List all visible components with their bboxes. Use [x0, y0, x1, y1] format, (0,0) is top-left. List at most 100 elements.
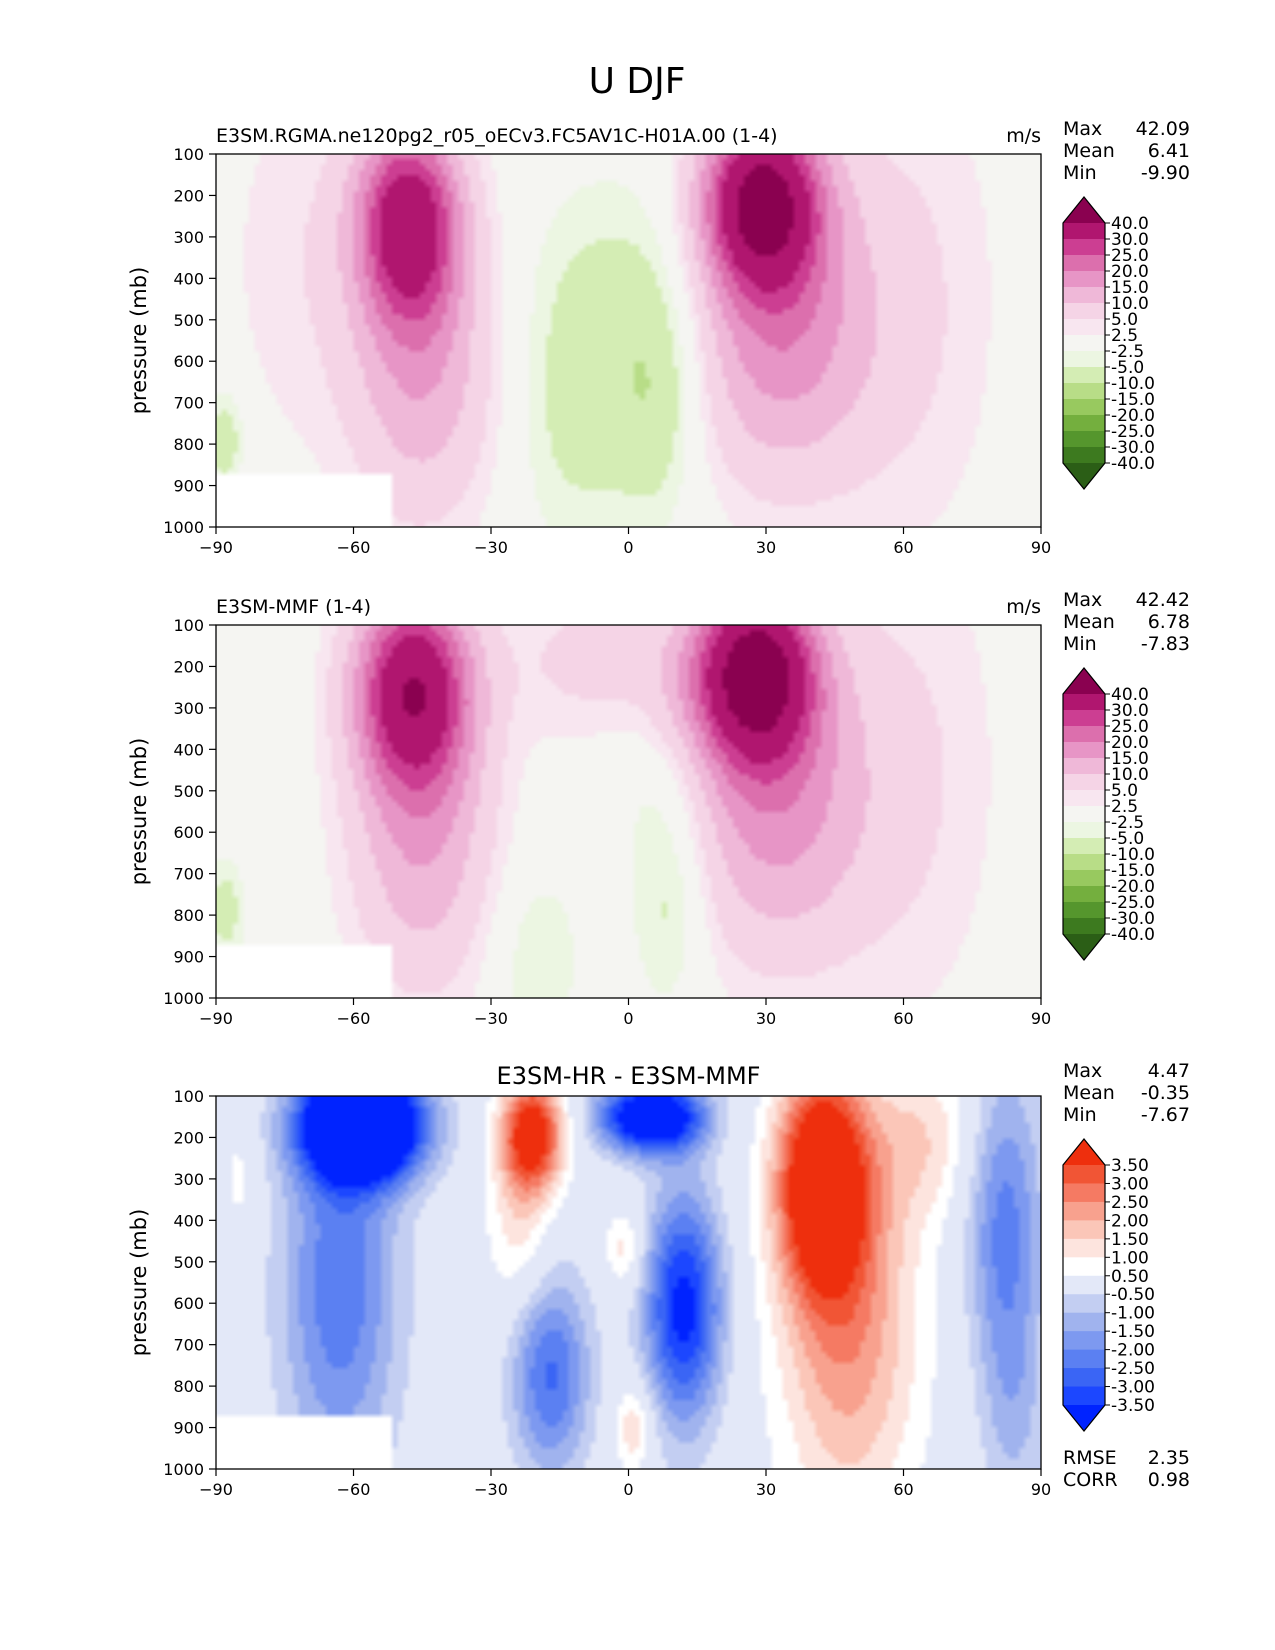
colorbar-tick-label: -2.00 — [1111, 1341, 1155, 1361]
colorbar-tick-label: -2.50 — [1111, 1359, 1155, 1379]
colorbar-extend-max — [1063, 197, 1105, 223]
stat-label-max: Max — [1063, 118, 1102, 140]
colorbar-segment — [1063, 870, 1105, 887]
x-tick-label: −30 — [474, 1480, 508, 1499]
colorbar-segment — [1063, 1275, 1105, 1295]
colorbar-tick-label: -3.00 — [1111, 1378, 1155, 1398]
units-label: m/s — [1006, 596, 1041, 618]
y-tick-label: 700 — [173, 1336, 204, 1355]
colorbar-segment — [1063, 774, 1105, 791]
colorbar-tick-label: 10.0 — [1111, 294, 1149, 314]
x-tick-label: −30 — [474, 1009, 508, 1028]
colorbar-segment — [1063, 1331, 1105, 1351]
stat-label-mean: Mean — [1063, 1082, 1115, 1104]
colorbar-tick-label: 5.0 — [1111, 781, 1138, 801]
colorbar-segment — [1063, 1257, 1105, 1277]
colorbar-extend-min — [1063, 463, 1105, 489]
colorbar-segment — [1063, 694, 1105, 711]
colorbar-segment — [1063, 854, 1105, 871]
y-tick-label: 300 — [173, 1170, 204, 1189]
y-tick-label: 400 — [173, 740, 204, 759]
stat-label-min: Min — [1063, 162, 1097, 184]
units-label: m/s — [1006, 125, 1041, 147]
x-tick-label: 90 — [1031, 1480, 1051, 1499]
stat-value-mean: 6.41 — [1148, 140, 1190, 162]
y-tick-label: 1000 — [163, 518, 204, 537]
x-tick-label: 60 — [893, 1480, 913, 1499]
colorbar-tick-label: 2.5 — [1111, 797, 1138, 817]
y-tick-label: 200 — [173, 186, 204, 205]
colorbar-segment — [1063, 1349, 1105, 1369]
stat-value-mean: -0.35 — [1141, 1082, 1190, 1104]
colorbar-segment — [1063, 918, 1105, 935]
colorbar-segment — [1063, 431, 1105, 448]
colorbar-tick-label: 5.0 — [1111, 310, 1138, 330]
colorbar-segment — [1063, 383, 1105, 400]
stat-value-max: 4.47 — [1148, 1060, 1190, 1082]
x-tick-label: −90 — [199, 1009, 233, 1028]
panel-test: E3SM.RGMA.ne120pg2_r05_oECv3.FC5AV1C-H01… — [127, 118, 1190, 557]
x-tick-label: −60 — [337, 538, 371, 557]
colorbar-tick-label: -10.0 — [1111, 374, 1155, 394]
colorbar-segment — [1063, 902, 1105, 919]
colorbar-segment — [1063, 1201, 1105, 1221]
colorbar-segment — [1063, 886, 1105, 903]
colorbar-tick-label: 20.0 — [1111, 262, 1149, 282]
colorbar-extend-max — [1063, 1139, 1105, 1165]
colorbar-tick-label: -3.50 — [1111, 1396, 1155, 1416]
x-tick-label: −90 — [199, 1480, 233, 1499]
colorbar-tick-label: -25.0 — [1111, 422, 1155, 442]
y-tick-label: 900 — [173, 1419, 204, 1438]
colorbar-tick-label: 0.50 — [1111, 1267, 1149, 1287]
contour-fill — [216, 154, 1041, 527]
colorbar-segment — [1063, 726, 1105, 743]
colorbar-segment — [1063, 822, 1105, 839]
colorbar-segment — [1063, 335, 1105, 352]
colorbar-tick-label: -2.5 — [1111, 342, 1144, 362]
stat-label-rmse: RMSE — [1063, 1447, 1117, 1469]
colorbar-tick-label: -5.0 — [1111, 829, 1144, 849]
colorbar-segment — [1063, 1238, 1105, 1258]
colorbar-tick-label: -25.0 — [1111, 893, 1155, 913]
colorbar-segment — [1063, 271, 1105, 288]
colorbar-tick-label: 2.00 — [1111, 1211, 1149, 1231]
colorbar-segment — [1063, 367, 1105, 384]
colorbar-segment — [1063, 1294, 1105, 1314]
colorbar-tick-label: 15.0 — [1111, 278, 1149, 298]
colorbar-tick-label: -15.0 — [1111, 390, 1155, 410]
y-tick-label: 200 — [173, 1128, 204, 1147]
y-tick-label: 500 — [173, 311, 204, 330]
y-tick-label: 700 — [173, 865, 204, 884]
x-tick-label: 30 — [756, 1009, 776, 1028]
y-axis-label: pressure (mb) — [127, 738, 151, 886]
colorbar-tick-label: -5.0 — [1111, 358, 1144, 378]
colorbar-segment — [1063, 758, 1105, 775]
x-tick-label: 0 — [623, 1009, 633, 1028]
stat-label-mean: Mean — [1063, 611, 1115, 633]
x-tick-label: 0 — [623, 538, 633, 557]
y-tick-label: 600 — [173, 352, 204, 371]
colorbar-tick-label: 1.50 — [1111, 1230, 1149, 1250]
colorbar-segment — [1063, 1386, 1105, 1406]
colorbar-segment — [1063, 1183, 1105, 1203]
stat-label-min: Min — [1063, 633, 1097, 655]
colorbar: 40.030.025.020.015.010.05.02.5-2.5-5.0-1… — [1062, 667, 1155, 961]
colorbar-tick-label: 3.50 — [1111, 1156, 1149, 1176]
y-axis-label: pressure (mb) — [127, 267, 151, 415]
y-tick-label: 100 — [173, 1087, 204, 1106]
x-tick-label: −30 — [474, 538, 508, 557]
colorbar-tick-label: -20.0 — [1111, 877, 1155, 897]
colorbar-tick-label: -0.50 — [1111, 1285, 1155, 1305]
colorbar-segment — [1063, 239, 1105, 256]
colorbar-segment — [1063, 838, 1105, 855]
stat-value-min: -7.67 — [1141, 1104, 1190, 1126]
y-tick-label: 800 — [173, 435, 204, 454]
colorbar-tick-label: -30.0 — [1111, 909, 1155, 929]
panel-title: E3SM-HR - E3SM-MMF — [497, 1062, 761, 1090]
colorbar-segment — [1063, 1220, 1105, 1240]
colorbar-tick-label: 10.0 — [1111, 765, 1149, 785]
stat-value-corr: 0.98 — [1148, 1469, 1190, 1491]
